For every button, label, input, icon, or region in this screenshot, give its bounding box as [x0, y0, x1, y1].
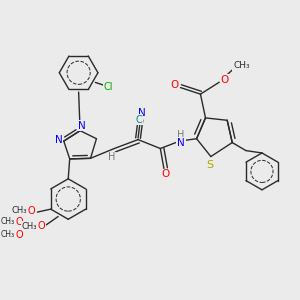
Text: O: O — [15, 230, 23, 240]
Text: CH₃: CH₃ — [21, 222, 37, 231]
Text: C: C — [136, 115, 142, 125]
Text: CH₃: CH₃ — [0, 230, 14, 239]
Text: O: O — [15, 217, 23, 226]
Text: N: N — [55, 135, 62, 145]
Text: N: N — [138, 108, 146, 118]
Text: O: O — [170, 80, 178, 90]
Text: H: H — [108, 152, 116, 162]
Text: O: O — [220, 75, 229, 85]
Text: Cl: Cl — [104, 82, 113, 92]
Text: CH₃: CH₃ — [12, 206, 27, 215]
Text: H: H — [178, 130, 185, 140]
Text: O: O — [161, 169, 169, 179]
Text: CH₃: CH₃ — [233, 61, 250, 70]
Text: O: O — [38, 221, 46, 231]
Text: N: N — [78, 121, 86, 130]
Text: N: N — [177, 138, 185, 148]
Text: CH₃: CH₃ — [0, 217, 14, 226]
Text: S: S — [206, 160, 213, 170]
Text: O: O — [28, 206, 35, 216]
